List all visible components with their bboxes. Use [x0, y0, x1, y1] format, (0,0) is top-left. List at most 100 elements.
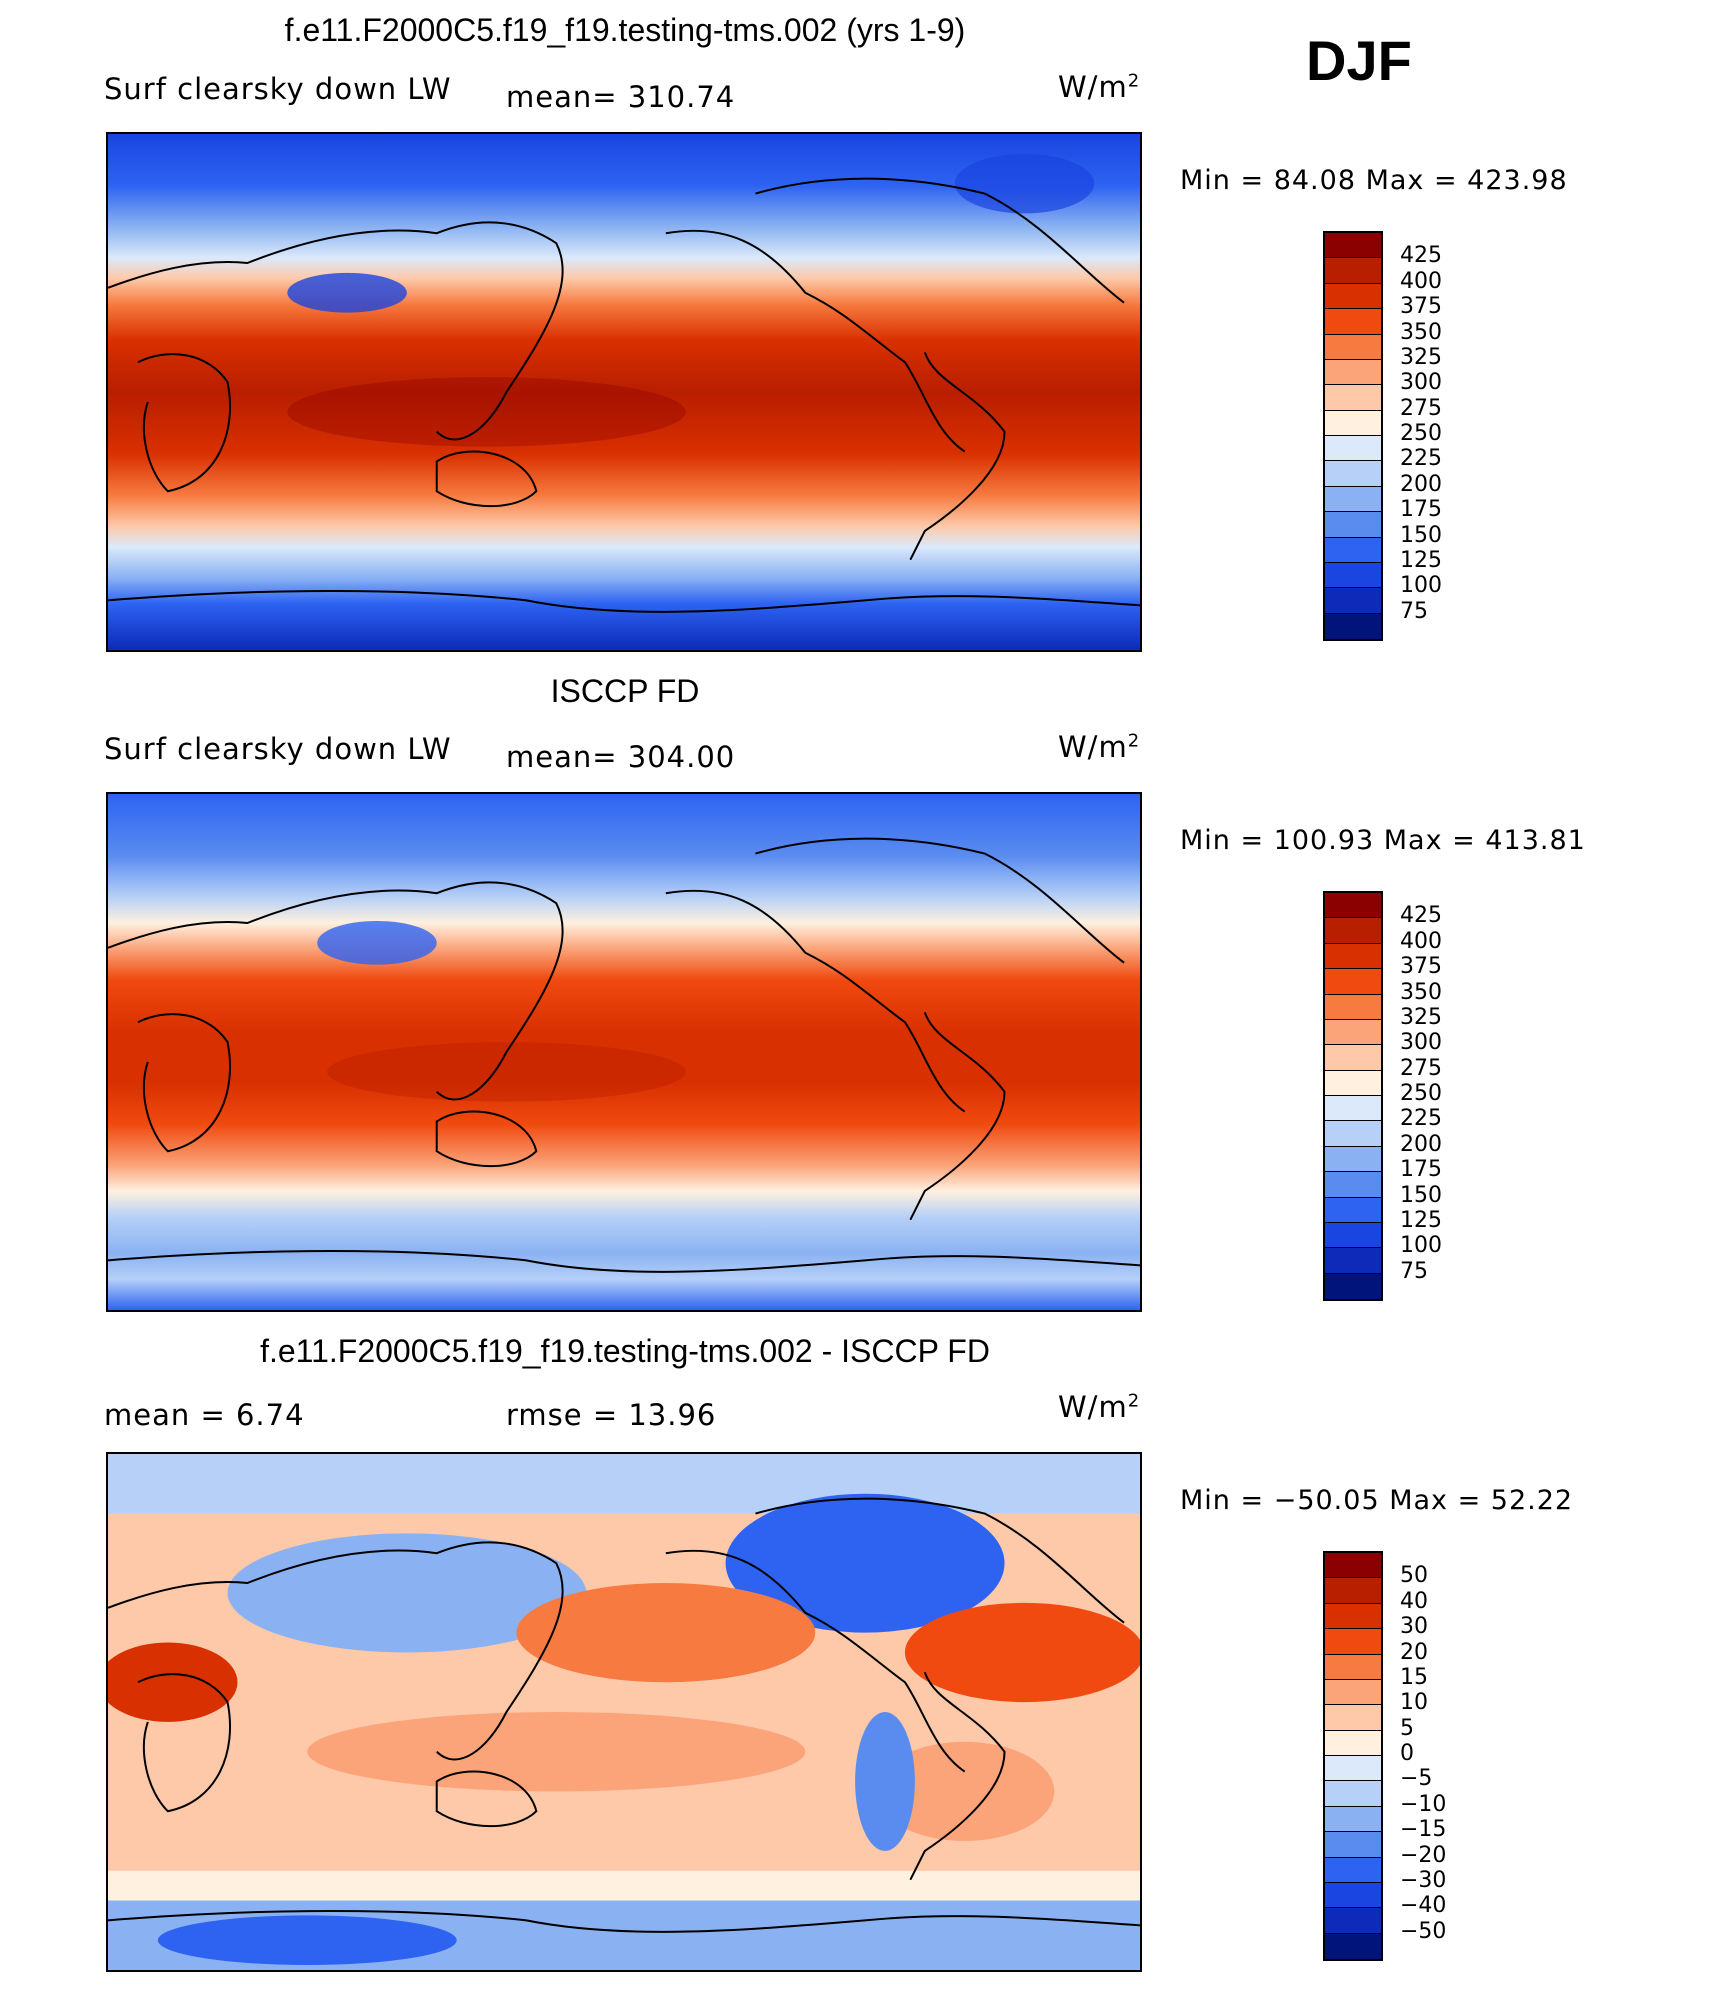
panel-1-minmax: Min = 84.08 Max = 423.98: [1180, 165, 1568, 196]
panel-2-mean: mean= 304.00: [506, 740, 736, 774]
colorbar-swatch: [1325, 1273, 1381, 1299]
colorbar-label: 125: [1400, 1207, 1442, 1233]
colorbar-swatch: [1325, 359, 1381, 386]
colorbar-swatch: [1325, 1908, 1381, 1934]
colorbar-label: 425: [1400, 243, 1442, 269]
panel-1-map: [106, 132, 1142, 652]
colorbar-swatch: [1325, 1603, 1381, 1630]
panel-3-colorbar: [1323, 1551, 1383, 1961]
colorbar-swatch: [1325, 1197, 1381, 1223]
colorbar-swatch: [1325, 1654, 1381, 1680]
colorbar-label: 0: [1400, 1741, 1414, 1766]
colorbar-swatch: [1325, 486, 1381, 513]
colorbar-label: 200: [1400, 1131, 1442, 1157]
panel-1-title: f.e11.F2000C5.f19_f19.testing-tms.002 (y…: [284, 12, 966, 48]
colorbar-label: 150: [1400, 522, 1442, 548]
colorbar-swatch: [1325, 1553, 1381, 1579]
panel-1-variable: Surf clearsky down LW: [104, 72, 452, 106]
colorbar-swatch: [1325, 994, 1381, 1020]
season-label: DJF: [1306, 29, 1412, 92]
colorbar-label: 375: [1400, 294, 1442, 320]
panel-2-units: W/m2: [1058, 730, 1141, 764]
colorbar-swatch: [1325, 1222, 1381, 1249]
colorbar-swatch: [1325, 1933, 1381, 1959]
panel-3-units: W/m2: [1058, 1390, 1141, 1424]
panel-2-map: [106, 792, 1142, 1312]
colorbar-swatch: [1325, 512, 1381, 538]
colorbar-label: 175: [1400, 497, 1442, 523]
colorbar-swatch: [1325, 1629, 1381, 1655]
colorbar-label: −15: [1400, 1817, 1447, 1843]
colorbar-label: 275: [1400, 395, 1442, 421]
colorbar-swatch: [1325, 1045, 1381, 1071]
colorbar-label: 20: [1400, 1639, 1428, 1665]
panel-2-colorbar: [1323, 891, 1383, 1301]
colorbar-swatch: [1325, 537, 1381, 563]
colorbar-label: −10: [1400, 1791, 1447, 1817]
colorbar-label: 150: [1400, 1182, 1442, 1208]
colorbar-swatch: [1325, 385, 1381, 411]
colorbar-swatch: [1325, 233, 1381, 259]
colorbar-label: 175: [1400, 1157, 1442, 1183]
colorbar-swatch: [1325, 1882, 1381, 1909]
colorbar-label: −40: [1400, 1893, 1447, 1919]
colorbar-label: −30: [1400, 1867, 1447, 1893]
panel-3-map: [106, 1452, 1142, 1972]
colorbar-swatch: [1325, 943, 1381, 970]
colorbar-label: 325: [1400, 1004, 1442, 1030]
colorbar-swatch: [1325, 613, 1381, 639]
colorbar-label: 400: [1400, 928, 1442, 954]
colorbar-label: 40: [1400, 1588, 1428, 1614]
colorbar-label: 250: [1400, 421, 1442, 446]
colorbar-swatch: [1325, 969, 1381, 995]
colorbar-swatch: [1325, 309, 1381, 335]
colorbar-label: 10: [1400, 1690, 1428, 1716]
colorbar-label: 30: [1400, 1614, 1428, 1640]
panel-2-minmax: Min = 100.93 Max = 413.81: [1180, 825, 1586, 856]
colorbar-swatch: [1325, 1146, 1381, 1173]
panel-1-mean: mean= 310.74: [506, 80, 736, 114]
colorbar-label: 375: [1400, 954, 1442, 980]
colorbar-label: 250: [1400, 1081, 1442, 1106]
colorbar-swatch: [1325, 1121, 1381, 1147]
colorbar-swatch: [1325, 1096, 1381, 1122]
colorbar-swatch: [1325, 1679, 1381, 1706]
colorbar-swatch: [1325, 283, 1381, 310]
colorbar-label: 100: [1400, 1233, 1442, 1259]
colorbar-swatch: [1325, 1248, 1381, 1274]
colorbar-label: 200: [1400, 471, 1442, 497]
colorbar-label: 300: [1400, 370, 1442, 396]
panel-2-variable: Surf clearsky down LW: [104, 732, 452, 766]
colorbar-swatch: [1325, 461, 1381, 487]
colorbar-label: 350: [1400, 979, 1442, 1005]
colorbar-swatch: [1325, 1019, 1381, 1046]
colorbar-label: 75: [1400, 598, 1428, 624]
colorbar-swatch: [1325, 1705, 1381, 1731]
colorbar-label: 75: [1400, 1258, 1428, 1284]
panel-3-rmse: rmse = 13.96: [506, 1398, 717, 1432]
colorbar-label: 225: [1400, 1106, 1442, 1132]
colorbar-swatch: [1325, 588, 1381, 614]
colorbar-swatch: [1325, 1781, 1381, 1807]
colorbar-label: 425: [1400, 903, 1442, 929]
colorbar-label: −50: [1400, 1918, 1447, 1944]
colorbar-swatch: [1325, 410, 1381, 436]
colorbar-swatch: [1325, 562, 1381, 589]
colorbar-swatch: [1325, 1070, 1381, 1096]
colorbar-label: 400: [1400, 268, 1442, 294]
colorbar-label: 350: [1400, 319, 1442, 345]
panel-2-title: ISCCP FD: [550, 673, 700, 709]
colorbar-label: 225: [1400, 446, 1442, 472]
colorbar-swatch: [1325, 1578, 1381, 1604]
colorbar-swatch: [1325, 436, 1381, 462]
colorbar-swatch: [1325, 334, 1381, 360]
colorbar-label: 300: [1400, 1030, 1442, 1056]
colorbar-swatch: [1325, 1730, 1381, 1756]
colorbar-swatch: [1325, 1806, 1381, 1833]
colorbar-label: 5: [1400, 1715, 1414, 1741]
colorbar-label: 125: [1400, 547, 1442, 573]
colorbar-label: −20: [1400, 1842, 1447, 1868]
colorbar-label: 325: [1400, 344, 1442, 370]
colorbar-swatch: [1325, 1857, 1381, 1883]
panel-3-mean: mean = 6.74: [104, 1398, 305, 1432]
